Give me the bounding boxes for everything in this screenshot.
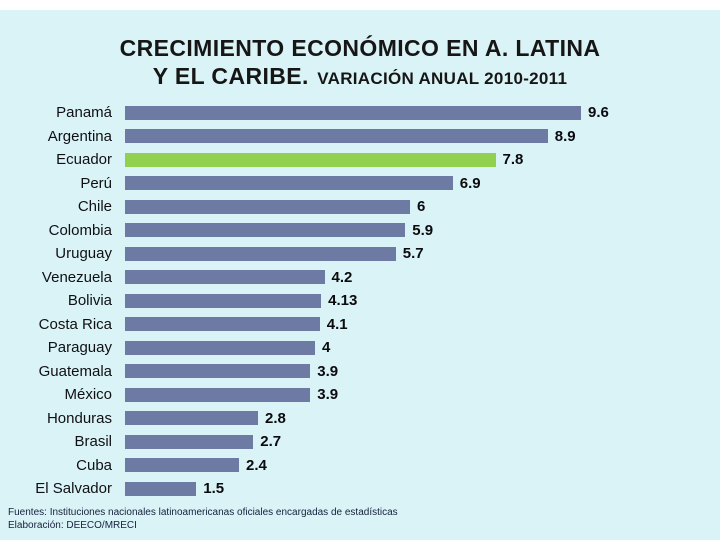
category-label: Bolivia bbox=[67, 292, 112, 310]
value-label: 4.2 bbox=[331, 268, 353, 286]
category-label: Venezuela bbox=[41, 268, 112, 286]
category-label: El Salvador bbox=[35, 480, 112, 498]
bar-track: 4 bbox=[125, 339, 720, 356]
bar-track: 3.9 bbox=[125, 386, 720, 403]
bar bbox=[125, 364, 311, 379]
bar-highlight bbox=[125, 152, 496, 167]
value-label: 1.5 bbox=[203, 480, 225, 498]
category-label: Cuba bbox=[76, 456, 112, 474]
bar bbox=[125, 481, 197, 496]
footer: Fuentes: Instituciones nacionales latino… bbox=[8, 506, 398, 532]
bar bbox=[125, 387, 311, 402]
bar-track: 2.4 bbox=[125, 457, 720, 474]
bar bbox=[125, 293, 322, 308]
bar bbox=[125, 176, 453, 191]
bar-track: 3.9 bbox=[125, 363, 720, 380]
category-label: Colombia bbox=[48, 221, 112, 239]
value-label: 3.9 bbox=[317, 386, 339, 404]
value-label: 9.6 bbox=[588, 104, 609, 122]
category-label: Costa Rica bbox=[38, 315, 112, 333]
category-label: Chile bbox=[77, 198, 112, 216]
title-line-2-main: Y EL CARIBE. bbox=[152, 63, 309, 89]
value-label: 2.7 bbox=[260, 433, 282, 451]
bar-track: 4.13 bbox=[125, 292, 720, 309]
title-line-2-sub: VARIACIÓN ANUAL 2010-2011 bbox=[317, 69, 568, 88]
value-label: 7.8 bbox=[502, 151, 524, 169]
category-label: Honduras bbox=[46, 409, 112, 427]
chart-row: Honduras 2.8 bbox=[0, 407, 720, 431]
value-label: 4 bbox=[322, 339, 331, 357]
value-label: 4.13 bbox=[328, 292, 358, 310]
bar bbox=[125, 129, 548, 144]
value-label: 5.9 bbox=[412, 221, 434, 239]
bar-track: 5.7 bbox=[125, 245, 720, 262]
value-label: 2.8 bbox=[265, 409, 286, 427]
value-label: 6.9 bbox=[459, 174, 481, 192]
bar bbox=[125, 199, 410, 214]
bar-track: 4.2 bbox=[125, 269, 720, 286]
bar bbox=[125, 411, 258, 426]
category-label: Perú bbox=[80, 174, 112, 192]
value-label: 6 bbox=[417, 198, 426, 216]
category-label: Panamá bbox=[56, 104, 112, 122]
bar-track: 4.1 bbox=[125, 316, 720, 333]
bar-track: 8.9 bbox=[125, 128, 720, 145]
bar bbox=[125, 458, 239, 473]
value-label: 3.9 bbox=[317, 362, 339, 380]
value-label: 5.7 bbox=[402, 245, 424, 263]
category-label: Ecuador bbox=[56, 151, 112, 169]
footer-sources: Fuentes: Instituciones nacionales latino… bbox=[8, 507, 398, 518]
chart-row: Argentina 8.9 bbox=[0, 125, 720, 149]
bar-track: 1.5 bbox=[125, 480, 720, 497]
value-label: 4.1 bbox=[326, 315, 348, 333]
chart-row: Brasil 2.7 bbox=[0, 430, 720, 454]
bar-track: 5.9 bbox=[125, 222, 720, 239]
bar bbox=[125, 434, 254, 449]
bar bbox=[125, 340, 315, 355]
category-label: Paraguay bbox=[47, 339, 112, 357]
bar-track: 2.7 bbox=[125, 433, 720, 450]
bar bbox=[125, 270, 325, 285]
bar bbox=[125, 223, 406, 238]
footer-elaboration: Elaboración: DEECO/MRECI bbox=[8, 520, 137, 531]
value-label: 8.9 bbox=[554, 127, 576, 145]
bar-track: 2.8 bbox=[125, 410, 720, 427]
bar bbox=[125, 317, 320, 332]
category-label: Uruguay bbox=[55, 245, 112, 263]
title-line-1: CRECIMIENTO ECONÓMICO EN A. LATINA bbox=[119, 35, 601, 61]
chart-row: Uruguay 5.7 bbox=[0, 242, 720, 266]
category-label: México bbox=[64, 386, 112, 404]
category-label: Argentina bbox=[47, 127, 112, 145]
bar bbox=[125, 246, 396, 261]
category-label: Brasil bbox=[74, 433, 112, 451]
value-label: 2.4 bbox=[246, 456, 267, 474]
bar-track: 6 bbox=[125, 198, 720, 215]
title-line-2: Y EL CARIBE. VARIACIÓN ANUAL 2010-2011 bbox=[0, 62, 720, 94]
bar bbox=[125, 105, 581, 120]
chart-title: CRECIMIENTO ECONÓMICO EN A. LATINA Y EL … bbox=[0, 34, 720, 94]
chart-row: Panamá 9.6 bbox=[0, 101, 720, 125]
chart-row: Venezuela 4.2 bbox=[0, 266, 720, 290]
bar-track: 7.8 bbox=[125, 151, 720, 168]
chart-row: Costa Rica 4.1 bbox=[0, 313, 720, 337]
chart-row: Perú 6.9 bbox=[0, 172, 720, 196]
chart-row: Colombia 5.9 bbox=[0, 219, 720, 243]
chart-row: Chile 6 bbox=[0, 195, 720, 219]
chart-row: Ecuador 7.8 bbox=[0, 148, 720, 172]
chart-row: Guatemala 3.9 bbox=[0, 360, 720, 384]
bar-chart: Panamá 9.6 Argentina 8.9 Ecuador 7.8 Perú 6.9 Ch… bbox=[0, 101, 720, 501]
bar-track: 9.6 bbox=[125, 104, 720, 121]
chart-row: México 3.9 bbox=[0, 383, 720, 407]
chart-row: Paraguay 4 bbox=[0, 336, 720, 360]
top-strip bbox=[0, 0, 720, 10]
bar-track: 6.9 bbox=[125, 175, 720, 192]
chart-row: Bolivia 4.13 bbox=[0, 289, 720, 313]
chart-row: Cuba 2.4 bbox=[0, 454, 720, 478]
category-label: Guatemala bbox=[38, 362, 112, 380]
chart-row: El Salvador 1.5 bbox=[0, 477, 720, 501]
